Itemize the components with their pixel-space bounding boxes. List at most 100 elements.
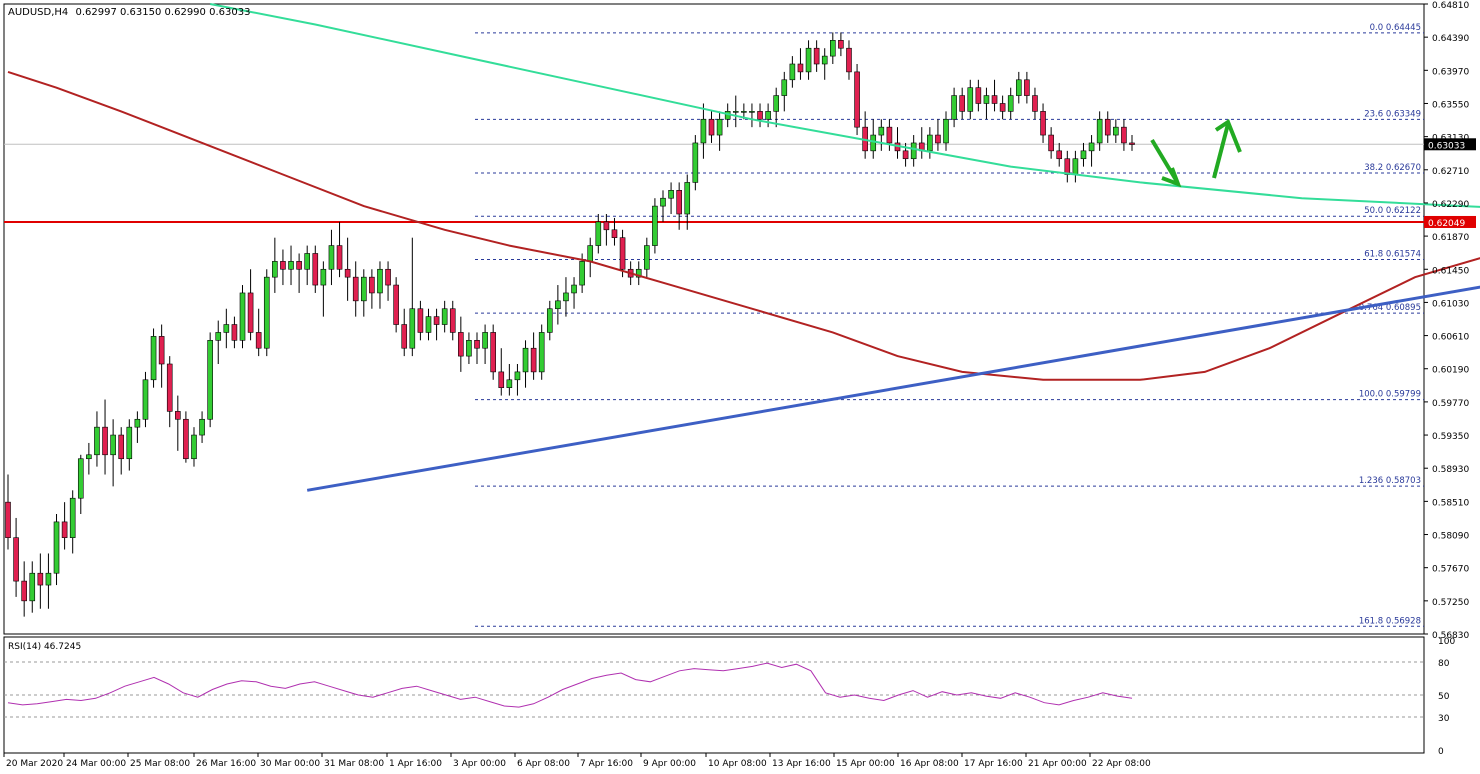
candle-body (466, 340, 472, 357)
candle-body (1104, 118, 1111, 136)
candle-body (660, 197, 666, 207)
candle (959, 87, 965, 120)
candle (77, 454, 84, 514)
candle-body (878, 126, 885, 136)
candle (69, 490, 76, 554)
fib-level-label: 61.8 0.61574 (1364, 249, 1421, 259)
fast-moving-average-line (7, 70, 1480, 381)
candle (433, 308, 440, 341)
candle-body (344, 268, 351, 278)
candle (13, 517, 19, 597)
candle (757, 103, 763, 128)
candle-body (118, 434, 125, 460)
candle (538, 324, 545, 380)
candle-body (813, 47, 820, 65)
price-tick-label: 0.59350 (1432, 432, 1469, 442)
candle-body (830, 40, 836, 57)
candle (134, 411, 141, 443)
candle-body (951, 95, 957, 120)
candle-body (482, 332, 488, 349)
candle (199, 411, 205, 443)
price-tick-label: 0.58930 (1432, 465, 1469, 475)
price-axis: 0.648100.643900.639700.635500.631300.627… (1424, 1, 1476, 641)
candle (183, 411, 189, 463)
candle (595, 214, 602, 254)
price-tick-label: 0.63970 (1432, 67, 1469, 77)
fib-level-label: 38.2 0.62670 (1364, 163, 1421, 173)
candle (1032, 87, 1038, 120)
candle-body (644, 245, 650, 270)
candle-body (1113, 126, 1119, 136)
candles (5, 32, 1135, 617)
candle (1024, 71, 1030, 104)
candle (870, 119, 877, 159)
support-price-tag (1424, 215, 1476, 228)
candle (272, 237, 278, 293)
candle (102, 399, 108, 475)
candle (1096, 111, 1103, 151)
down-arrow-head (1161, 167, 1182, 188)
time-tick-label: 26 Mar 16:00 (196, 759, 256, 769)
candle (86, 442, 92, 475)
candle-body (902, 150, 909, 160)
candle (692, 135, 699, 191)
candle-body (425, 316, 432, 333)
candle-body (563, 292, 569, 302)
trendlines (306, 118, 1480, 492)
candle (660, 190, 666, 222)
candle-body (603, 221, 610, 231)
fib-level-label: 23.6 0.63349 (1364, 109, 1421, 119)
fib-level-label: 100.0 0.59799 (1359, 390, 1421, 400)
candle-body (377, 268, 383, 294)
candle-body (369, 276, 375, 294)
candle-body (1096, 118, 1103, 144)
rsi-tick-label: 50 (1438, 692, 1450, 702)
candle-body (150, 336, 157, 381)
candle-body (797, 63, 804, 73)
candle-body (110, 434, 116, 456)
candle-body (708, 118, 715, 136)
candle-body (741, 111, 747, 113)
candle-body (1129, 142, 1135, 145)
moving-averages (7, 3, 1480, 381)
candle-body (207, 340, 213, 420)
candle-body (223, 324, 230, 333)
candle (781, 71, 788, 112)
candle-body (239, 292, 246, 341)
time-tick-label: 22 Apr 08:00 (1092, 759, 1151, 769)
candle-body (854, 71, 860, 128)
candle (126, 419, 133, 471)
candle-body (296, 261, 302, 270)
candle (668, 182, 674, 214)
candle (563, 277, 569, 317)
fib-level-label: 0.764 0.60895 (1359, 303, 1421, 313)
candle (805, 40, 812, 80)
rsi-panel: 100 80 50 30 0 RSI(14) 46.7245 (4, 637, 1455, 757)
price-tick-label: 0.58090 (1432, 532, 1469, 542)
candle-body (611, 229, 618, 238)
time-tick-label: 24 Mar 00:00 (66, 759, 126, 769)
candle (700, 103, 707, 159)
up-arrow-head (1214, 118, 1242, 153)
candle-body (255, 332, 262, 349)
candle (1080, 142, 1087, 167)
time-tick-label: 10 Apr 08:00 (708, 759, 767, 769)
candle (166, 356, 173, 428)
candle (1088, 135, 1095, 167)
price-tick-label: 0.63550 (1432, 100, 1469, 110)
price-tick-label: 0.60190 (1432, 366, 1469, 376)
candle (821, 48, 828, 80)
candle-body (522, 347, 529, 373)
candle (417, 300, 424, 341)
candle (466, 332, 472, 364)
candle-body (328, 245, 335, 270)
candle-body (126, 426, 133, 460)
candle (935, 119, 941, 151)
candle (247, 269, 254, 341)
candle-body (352, 276, 359, 302)
candle (118, 427, 125, 475)
candle-body (999, 103, 1006, 112)
candle-body (635, 268, 642, 278)
candle-body (789, 63, 796, 81)
candle (951, 87, 957, 128)
